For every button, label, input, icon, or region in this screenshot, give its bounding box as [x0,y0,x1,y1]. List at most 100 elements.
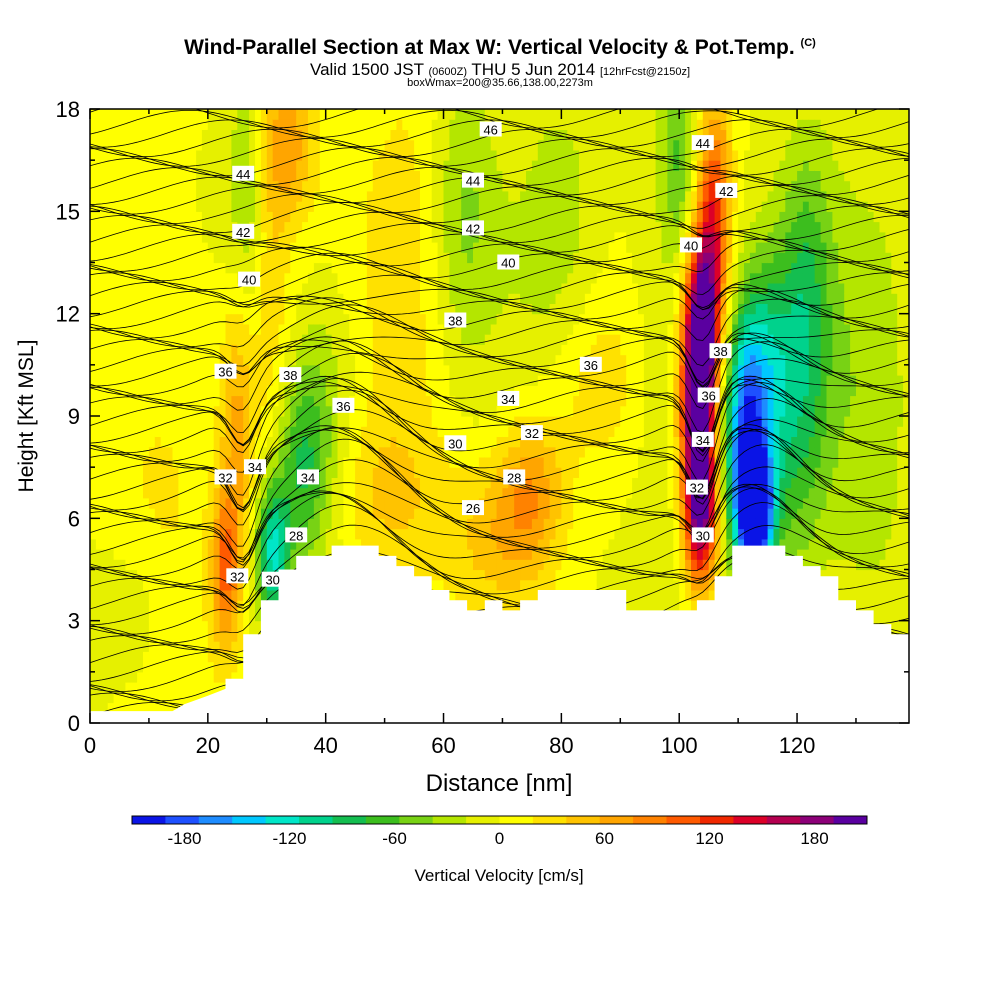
velocity-cell [526,497,533,509]
velocity-cell [219,436,227,448]
velocity-cell [478,190,486,202]
velocity-cell [496,467,504,478]
velocity-cell [355,375,362,386]
velocity-cell [184,201,191,212]
velocity-cell [390,354,397,366]
velocity-cell [313,149,321,161]
velocity-cell [461,211,468,223]
velocity-cell [154,600,162,611]
velocity-cell [90,590,97,601]
velocity-cell [343,538,350,550]
velocity-cell [508,190,515,202]
velocity-cell [90,569,97,581]
velocity-cell [561,139,568,151]
velocity-cell [296,180,303,192]
velocity-cell [249,497,256,509]
velocity-cell [90,262,97,274]
velocity-cell [243,426,250,437]
velocity-cell [196,231,203,243]
velocity-cell [366,538,374,550]
velocity-cell [573,323,580,335]
velocity-cell [207,518,215,530]
velocity-cell [555,559,562,571]
velocity-cell [154,405,162,417]
velocity-cell [526,467,533,478]
velocity-cell [396,180,403,192]
velocity-cell [384,508,392,519]
velocity-cell [154,538,162,550]
velocity-cell [166,323,174,335]
velocity-cell [178,559,185,571]
velocity-cell [243,590,250,601]
velocity-cell [95,385,103,397]
velocity-cell [160,149,168,161]
velocity-cell [313,497,321,509]
velocity-cell [396,416,403,427]
velocity-cell [378,344,386,356]
velocity-cell [201,620,209,632]
velocity-cell [278,139,285,151]
velocity-cell [567,446,574,458]
velocity-cell [131,579,138,591]
velocity-cell [160,651,168,663]
velocity-cell [337,180,344,192]
velocity-cell [290,272,297,284]
velocity-cell [366,170,374,182]
velocity-cell [243,334,250,345]
velocity-cell [431,579,439,591]
velocity-cell [414,313,421,325]
velocity-cell [90,323,97,335]
velocity-cell [390,334,397,345]
velocity-cell [319,477,327,489]
velocity-cell [231,426,238,437]
velocity-cell [255,508,262,519]
velocity-cell [160,252,168,264]
velocity-cell [284,395,291,407]
velocity-cell [408,109,415,120]
velocity-cell [478,446,486,458]
velocity-cell [137,129,144,141]
velocity-cell [561,487,568,499]
velocity-cell [549,170,557,182]
velocity-cell [278,487,285,499]
velocity-cell [101,671,109,683]
velocity-cell [437,262,445,274]
velocity-cell [101,549,109,560]
velocity-cell [272,375,280,386]
velocity-cell [526,385,533,397]
velocity-cell [372,242,380,253]
velocity-cell [90,518,97,530]
velocity-cell [219,221,227,233]
velocity-cell [95,518,103,530]
velocity-cell [249,129,256,141]
velocity-cell [101,630,109,642]
velocity-cell [90,272,97,284]
velocity-cell [390,242,397,253]
velocity-cell [308,180,315,192]
velocity-cell [196,620,203,632]
velocity-cell [543,190,551,202]
velocity-cell [225,395,232,407]
velocity-cell [378,528,386,540]
velocity-cell [101,262,109,274]
velocity-cell [325,385,333,397]
velocity-cell [95,497,103,509]
velocity-cell [396,211,403,223]
velocity-cell [337,334,344,345]
velocity-cell [549,436,557,448]
velocity-cell [284,221,291,233]
velocity-cell [101,303,109,315]
velocity-cell [443,395,450,407]
velocity-cell [526,109,533,120]
velocity-cell [90,119,97,130]
velocity-cell [143,283,150,294]
velocity-cell [190,395,197,407]
velocity-cell [390,344,397,356]
velocity-cell [143,477,150,489]
velocity-cell [567,354,574,366]
velocity-cell [154,364,162,376]
velocity-cell [402,149,409,161]
velocity-cell [390,201,397,212]
velocity-cell [137,375,144,386]
velocity-cell [90,283,97,294]
